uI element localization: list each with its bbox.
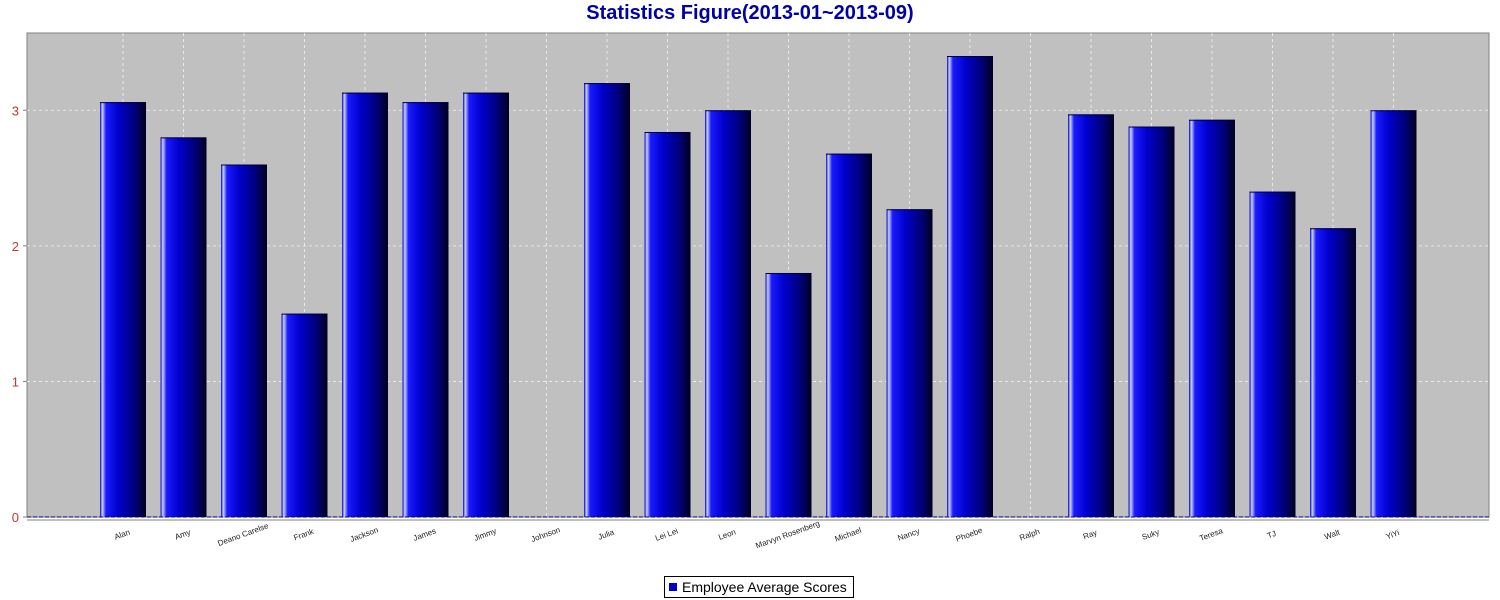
x-tick-label: Teresa bbox=[1198, 526, 1224, 543]
bar bbox=[765, 272, 812, 517]
y-tick-label: 1 bbox=[12, 374, 19, 389]
x-tick-label: Johnson bbox=[530, 525, 562, 544]
x-tick-label: Ray bbox=[1082, 528, 1098, 541]
x-tick-label: Deano Carelse bbox=[217, 521, 271, 548]
x-tick-label: YiYi bbox=[1385, 528, 1401, 541]
bar-chart: 0 1 2 3 Alan Amy Deano Carelse Frank Jackson Jame… bbox=[12, 32, 1490, 551]
x-tick-label: Jackson bbox=[349, 525, 380, 543]
y-tick-label: 3 bbox=[12, 103, 19, 118]
bar bbox=[402, 102, 449, 518]
bar bbox=[463, 92, 509, 518]
bar bbox=[221, 164, 267, 517]
x-tick-label: TJ bbox=[1266, 529, 1277, 540]
x-tick-label: Amy bbox=[174, 528, 192, 542]
bar bbox=[947, 56, 993, 518]
x-tick-label: Suky bbox=[1141, 527, 1161, 542]
x-tick-label: Marvyn Rosenberg bbox=[754, 519, 821, 551]
x-tick-label: Lei Lei bbox=[654, 526, 679, 543]
legend-swatch bbox=[669, 583, 677, 591]
bar bbox=[160, 137, 207, 517]
bar bbox=[342, 92, 388, 518]
bar bbox=[644, 131, 691, 518]
bar bbox=[705, 110, 751, 517]
bar bbox=[584, 83, 630, 517]
bar bbox=[826, 153, 872, 517]
bar bbox=[281, 313, 328, 517]
x-tick-label: Jimmy bbox=[473, 526, 498, 542]
bar bbox=[1249, 191, 1296, 518]
x-tick-label: James bbox=[412, 526, 437, 543]
x-tick-label: Leon bbox=[717, 527, 737, 542]
bar bbox=[1189, 119, 1235, 517]
bar bbox=[886, 209, 933, 517]
bar bbox=[1068, 114, 1114, 517]
chart-title: Statistics Figure(2013-01~2013-09) bbox=[586, 2, 914, 24]
legend-label: Employee Average Scores bbox=[682, 579, 847, 595]
bar bbox=[1310, 228, 1356, 517]
x-tick-label: Walt bbox=[1323, 527, 1342, 541]
x-tick-label: Frank bbox=[292, 527, 315, 543]
x-tick-label: Michael bbox=[834, 526, 863, 544]
bar bbox=[100, 102, 146, 518]
x-tick-label: Julia bbox=[597, 527, 616, 541]
x-tick-label: Alan bbox=[113, 528, 131, 542]
y-tick-label: 0 bbox=[12, 510, 19, 525]
y-tick-label: 2 bbox=[12, 239, 19, 254]
x-tick-label: Phoebe bbox=[955, 526, 985, 544]
legend: Employee Average Scores bbox=[664, 576, 854, 598]
bar bbox=[1128, 126, 1175, 518]
x-tick-label: Ralph bbox=[1018, 527, 1041, 543]
bar bbox=[1370, 110, 1417, 517]
x-tick-label: Nancy bbox=[896, 527, 920, 543]
plot-area bbox=[26, 32, 1490, 518]
